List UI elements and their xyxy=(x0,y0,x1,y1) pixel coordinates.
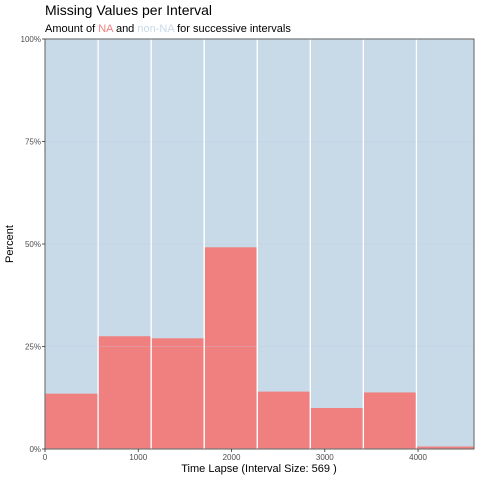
bar-na-4 xyxy=(204,247,258,449)
x-tick-label: 4000 xyxy=(409,453,427,462)
x-tick-label: 3000 xyxy=(316,453,334,462)
y-tick-label: 75% xyxy=(25,138,41,147)
x-axis: 0 1000 2000 3000 4000 xyxy=(43,449,427,462)
y-tick-label: 50% xyxy=(25,240,41,249)
y-axis-title: Percent xyxy=(4,225,16,263)
subtitle-prefix: Amount of xyxy=(45,23,98,35)
subtitle-middle: and xyxy=(113,23,137,35)
chart-title: Missing Values per Interval xyxy=(45,2,212,18)
subtitle-na: NA xyxy=(98,23,114,35)
bar-non-na-7 xyxy=(363,39,417,393)
bar-non-na-1 xyxy=(45,39,99,394)
x-axis-title: Time Lapse (Interval Size: 569 ) xyxy=(181,463,337,475)
subtitle-suffix: for successive intervals xyxy=(174,23,291,35)
bar-non-na-5 xyxy=(257,39,311,392)
bar-na-6 xyxy=(310,408,364,449)
plot-area xyxy=(44,38,475,450)
bar-na-3 xyxy=(151,338,205,449)
bar-na-5 xyxy=(257,391,311,449)
y-tick-label: 100% xyxy=(21,35,41,44)
bar-non-na-4 xyxy=(204,39,258,248)
bar-na-8 xyxy=(416,446,474,449)
x-tick-label: 2000 xyxy=(223,453,241,462)
bar-na-7 xyxy=(363,392,417,449)
bar-non-na-6 xyxy=(310,39,364,408)
subtitle-non-na: non-NA xyxy=(137,23,175,35)
y-tick-label: 25% xyxy=(25,343,41,352)
x-tick-label: 0 xyxy=(43,453,48,462)
bar-non-na-3 xyxy=(151,39,205,339)
chart-subtitle: Amount of NA and non-NA for successive i… xyxy=(45,23,291,35)
bar-na-2 xyxy=(98,336,152,449)
bar-na-1 xyxy=(45,393,99,449)
y-axis: 0% 25% 50% 75% 100% xyxy=(21,35,45,454)
bar-non-na-8 xyxy=(416,39,474,447)
bar-non-na-2 xyxy=(98,39,152,337)
x-tick-label: 1000 xyxy=(129,453,147,462)
y-tick-label: 0% xyxy=(29,445,41,454)
